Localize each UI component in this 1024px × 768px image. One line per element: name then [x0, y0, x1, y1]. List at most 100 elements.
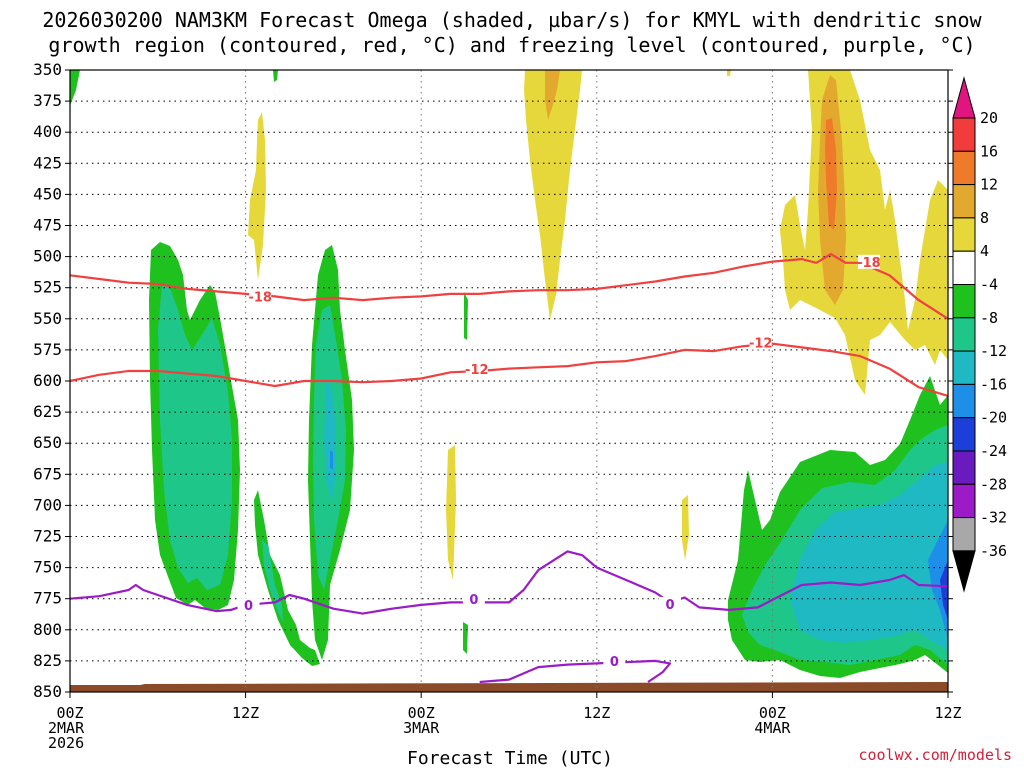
colorbar-box: [952, 250, 976, 285]
omega-region-cyan: [790, 462, 948, 650]
x-tick-label: 12Z: [583, 704, 610, 722]
omega-region-green: [464, 292, 468, 340]
colorbar-box: [952, 383, 976, 419]
contour-label-bg: [749, 335, 772, 350]
x-tick-label: 12Z: [934, 704, 961, 722]
colorbar-label: -24: [980, 442, 1007, 460]
y-tick-label: 350: [33, 60, 62, 79]
y-tick-label: 825: [33, 651, 62, 670]
axes: 350 375 400 425 450 475 500 525 550 575 600 625 650 6…: [33, 60, 961, 752]
contour-label: -18: [857, 256, 881, 271]
colorbar-label: -28: [980, 475, 1007, 493]
colorbar-label: -20: [980, 409, 1007, 427]
contour-label-bg: [249, 289, 272, 304]
contour-label: 0: [610, 655, 619, 670]
x-tick-label: 3MAR: [403, 719, 440, 737]
y-tick-label: 625: [33, 402, 62, 421]
omega-region-orange: [545, 70, 560, 120]
colorbar-box: [952, 483, 976, 519]
colorbar-top-triangle: [952, 76, 976, 119]
colorbar-label: 8: [980, 209, 989, 227]
y-tick-label: 500: [33, 247, 62, 266]
omega-region-blue: [928, 520, 948, 640]
colorbar-label: 20: [980, 109, 998, 127]
y-tick-label: 775: [33, 589, 62, 608]
x-tick-label: 00Z: [759, 704, 786, 722]
omega-region-yellow: [727, 70, 731, 76]
chart-title-line1: 2026030200 NAM3KM Forecast Omega (shaded…: [42, 8, 982, 32]
y-tick-label: 575: [33, 340, 62, 359]
contour-line: [69, 342, 949, 397]
colorbar-label: 12: [980, 176, 998, 194]
contour-label-bg: [237, 598, 260, 613]
x-tick-label: 12Z: [232, 704, 259, 722]
colorbar-label: -8: [980, 309, 998, 327]
omega-region-darkblue: [940, 560, 948, 620]
terrain-fill: [70, 682, 948, 692]
contour-line: [69, 253, 949, 320]
colorbar-label: -32: [980, 509, 1007, 527]
colorbar-box: [952, 517, 976, 552]
chart-title-line2: growth region (contoured, red, °C) and f…: [48, 33, 975, 57]
contour-label-bg: [658, 596, 681, 611]
omega-region-green: [273, 70, 278, 82]
colorbar-label: -12: [980, 342, 1007, 360]
y-tick-label: 425: [33, 153, 62, 172]
y-tick-label: 750: [33, 558, 62, 577]
contour-label: -12: [465, 363, 489, 378]
omega-region-darkorange: [825, 118, 837, 230]
colorbar-box: [952, 184, 976, 219]
omega-region-yellow: [248, 112, 266, 280]
contour-label: -12: [749, 337, 773, 352]
plot-frame: [69, 69, 949, 693]
y-tick-label: 600: [33, 371, 62, 390]
colorbar-label: 16: [980, 142, 998, 160]
x-tick-label: 00Z: [56, 704, 83, 722]
contour-label-bg: [603, 654, 626, 669]
contour-label-bg: [465, 361, 488, 376]
contour-label: 0: [665, 598, 674, 613]
y-tick-label: 725: [33, 527, 62, 546]
colorbar-box: [952, 284, 976, 319]
colorbar-label: -4: [980, 276, 998, 294]
y-tick-label: 450: [33, 184, 62, 203]
terrain: [70, 682, 948, 692]
colorbar-label: -16: [980, 375, 1007, 393]
colorbar-box: [952, 117, 976, 152]
contour-label: 0: [469, 593, 478, 608]
y-tick-label: 700: [33, 495, 62, 514]
colorbar-box: [952, 217, 976, 252]
grid: [70, 70, 948, 692]
x-tick-label: 4MAR: [754, 719, 791, 737]
y-tick-label: 675: [33, 464, 62, 483]
colorbar-box: [952, 417, 976, 452]
omega-region-blue: [330, 450, 333, 470]
omega-region-teal: [158, 285, 232, 590]
colorbar-box: [952, 350, 976, 385]
x-tick-label: 00Z: [408, 704, 435, 722]
contour-line: [69, 550, 949, 615]
colorbar-label: -36: [980, 542, 1007, 560]
y-tick-label: 375: [33, 91, 62, 110]
colorbar-bottom-triangle: [952, 550, 976, 593]
omega-region-yellow: [446, 445, 456, 580]
y-tick-label: 800: [33, 620, 62, 639]
y-tick-label: 550: [33, 309, 62, 328]
y-tick-label: 650: [33, 433, 62, 452]
credit-text: coolwx.com/models: [858, 746, 1012, 764]
colorbar-label: 4: [980, 242, 989, 260]
contour-label: 0: [244, 599, 253, 614]
omega-region-green: [70, 70, 80, 106]
y-tick-label: 475: [33, 216, 62, 235]
y-tick-label: 525: [33, 278, 62, 297]
x-axis-label: Forecast Time (UTC): [407, 748, 613, 768]
colorbar-box: [952, 150, 976, 186]
contour-label-bg: [857, 254, 880, 269]
x-tick-label: 2026: [48, 734, 84, 752]
y-tick-label: 400: [33, 122, 62, 141]
omega-region-yellow: [682, 495, 689, 560]
x-tick-label: 2MAR: [48, 719, 85, 737]
y-tick-label: 850: [33, 682, 62, 701]
contour-label: -18: [248, 291, 272, 306]
